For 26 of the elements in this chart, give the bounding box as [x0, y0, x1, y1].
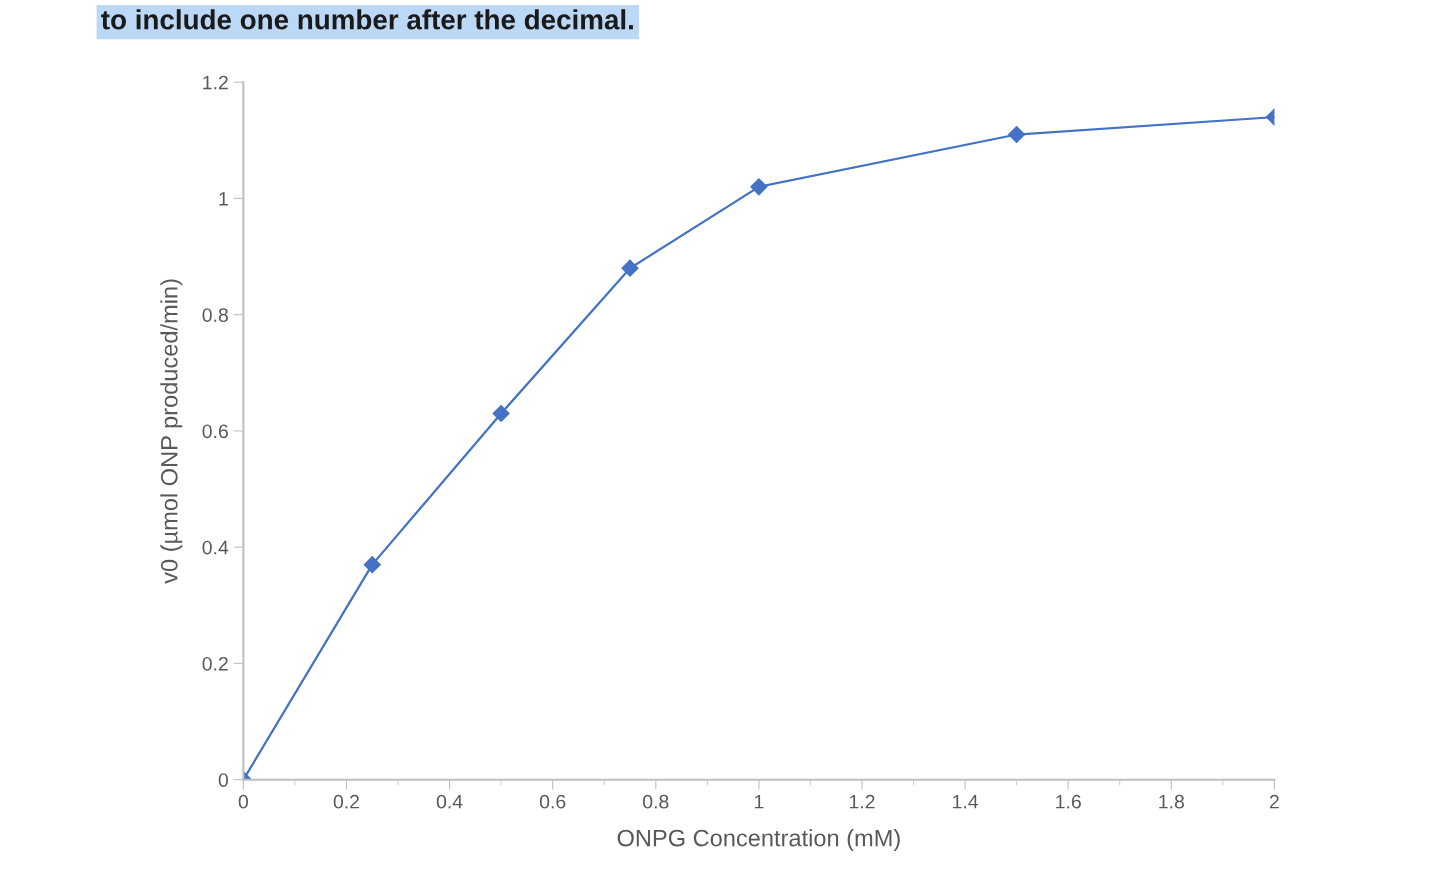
text: to include one number after the decimal.	[101, 9, 633, 30]
y-axis-title: v0 (µmol ONP produced/min)	[160, 279, 183, 584]
point	[621, 259, 639, 277]
point	[492, 404, 510, 423]
x-tick-label: 1.2	[849, 794, 875, 809]
x-tick-label: 0.4	[436, 794, 463, 809]
x-tick-label: 0.8	[643, 794, 669, 809]
y-tick-label: 0.8	[202, 308, 228, 322]
x-tick-label: 2	[1269, 794, 1279, 809]
x-tick-label: 0	[238, 794, 249, 809]
y-tick-label: 1.2	[203, 75, 228, 90]
x-tick-label: 1	[754, 794, 764, 809]
x-tick-label: 0.6	[539, 794, 566, 809]
x-tick-label: 1.4	[953, 794, 979, 809]
x-axis-title: ONPG Concentration (mM)	[617, 829, 900, 852]
x-tick-label: 1.8	[1159, 794, 1184, 809]
y-tick-label: 0.4	[202, 540, 229, 555]
y-tick-label: 0	[218, 773, 229, 787]
point	[750, 178, 768, 196]
y-tick-label: 0.2	[202, 656, 228, 671]
x-tick-label: 0.2	[333, 794, 359, 809]
x-tick-label: 1.6	[1056, 794, 1081, 809]
y-tick-label: 1	[219, 192, 228, 206]
point	[1008, 125, 1026, 144]
y-tick-label: 0.6	[202, 424, 228, 439]
point	[363, 556, 381, 574]
